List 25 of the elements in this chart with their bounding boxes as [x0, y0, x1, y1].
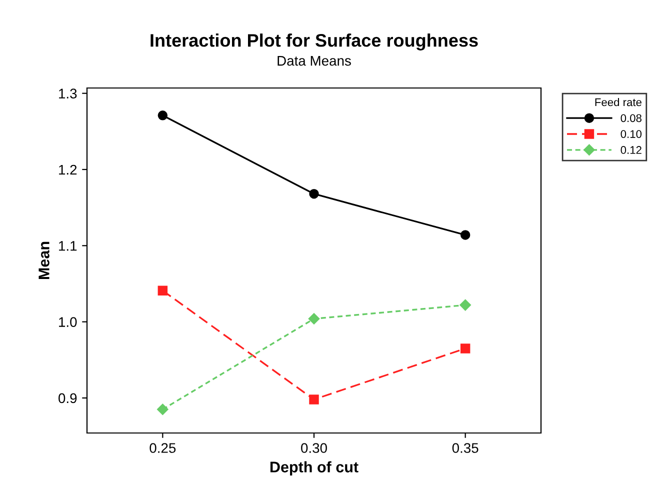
- y-tick-label: 1.2: [59, 164, 77, 175]
- legend-label: 0.08: [620, 114, 642, 122]
- point: [157, 404, 168, 415]
- x-tick-label: 0.25: [150, 443, 176, 453]
- point: [158, 286, 168, 296]
- chart-title: Interaction Plot for Surface roughness: [150, 34, 478, 50]
- x-axis-title: Depth of cut: [270, 461, 358, 476]
- y-tick-label: 1.1: [59, 241, 77, 251]
- chart-subtitle: Data Means: [278, 56, 351, 66]
- point: [158, 110, 168, 120]
- x-tick-label: 0.30: [301, 443, 327, 453]
- point: [308, 313, 320, 324]
- y-tick-label: 1.0: [59, 317, 77, 327]
- legend-label: 0.12: [620, 146, 642, 154]
- point: [460, 344, 470, 354]
- y-tick-label: 1.3: [59, 88, 77, 98]
- x-tick-label: 0.35: [452, 443, 478, 453]
- point: [460, 230, 470, 240]
- legend-title: Feed rate: [595, 98, 642, 106]
- y-tick-label: 0.9: [58, 393, 77, 404]
- point: [309, 189, 319, 199]
- y-axis-title: Mean: [38, 242, 50, 280]
- point: [460, 299, 471, 311]
- point: [309, 394, 319, 404]
- legend-label: 0.10: [620, 130, 642, 138]
